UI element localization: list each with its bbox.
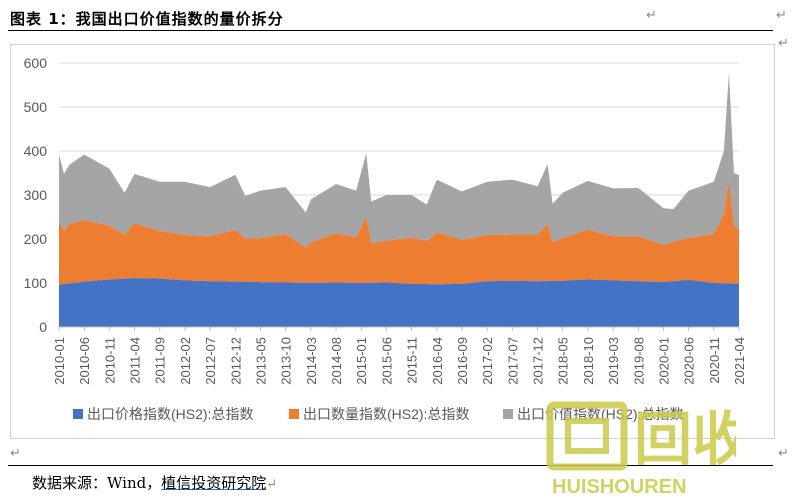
- x-tick-label: 2012-07: [203, 337, 218, 385]
- paragraph-mark-icon: ↵: [10, 446, 21, 461]
- x-tick-label: 2015-11: [405, 337, 420, 384]
- x-tick-label: 2018-10: [581, 337, 596, 385]
- x-tick-label: 2017-07: [505, 337, 520, 385]
- x-tick-label: 2016-04: [430, 337, 445, 385]
- x-tick-label: 2012-02: [178, 337, 193, 385]
- paragraph-mark-icon: ↵: [266, 477, 278, 492]
- paragraph-mark-icon: ↵: [778, 36, 789, 51]
- bottom-rule: [8, 465, 773, 466]
- x-tick-label: 2017-12: [531, 337, 546, 385]
- y-tick-label: 0: [39, 319, 47, 335]
- x-tick-label: 2010-01: [52, 337, 67, 385]
- paragraph-mark-icon: ↵: [646, 8, 657, 23]
- legend-item: 出口价格指数(HS2):总指数: [73, 406, 253, 422]
- x-tick-label: 2012-12: [228, 337, 243, 385]
- x-tick-label: 2013-05: [253, 337, 268, 385]
- title-rule: [8, 30, 773, 31]
- y-tick-label: 100: [24, 275, 48, 291]
- watermark-logo-text: 回收人: [634, 407, 736, 472]
- legend-label: 出口价格指数(HS2):总指数: [87, 406, 253, 422]
- legend-label: 出口数量指数(HS2):总指数: [303, 406, 469, 422]
- logo-inner-icon: [565, 418, 609, 454]
- paragraph-mark-icon: ↵: [776, 8, 787, 23]
- axis-layer: 0 100 200 300 400 500 600 2010-01 2010-06 2010-11…: [24, 55, 747, 385]
- area-layer: [59, 72, 739, 327]
- x-tick-label: 2014-03: [304, 337, 319, 385]
- export-index-chart: 0 100 200 300 400 500 600 2010-01 2010-06 2010-11…: [24, 55, 747, 422]
- x-tick-label: 2010-11: [102, 337, 117, 384]
- source-label: 数据来源：Wind，: [32, 474, 162, 492]
- x-tick-label: 2020-06: [682, 337, 697, 385]
- paragraph-mark-icon: ↵: [778, 446, 789, 461]
- x-tick-label: 2011-04: [128, 337, 143, 384]
- watermark-brand-text: HUISHOUREN: [552, 476, 686, 498]
- x-tick-label: 2017-02: [480, 337, 495, 385]
- x-tick-label: 2010-06: [77, 337, 92, 385]
- x-tick-label: 2021-04: [732, 337, 747, 385]
- watermark-logo: 回收人 HUISHOUREN: [546, 401, 736, 498]
- logo-ring-icon: [546, 401, 628, 471]
- chart-frame: 0 100 200 300 400 500 600 2010-01 2010-06 2010-11…: [10, 44, 775, 439]
- x-tick-label: 2019-03: [606, 337, 621, 385]
- figure-title: 图表 1：我国出口价值指数的量价拆分: [10, 10, 284, 28]
- legend-swatch: [73, 409, 83, 419]
- legend-label: 出口价值指数(HS2):总指数: [517, 406, 683, 422]
- y-tick-label: 400: [24, 143, 48, 159]
- y-tick-label: 500: [24, 99, 48, 115]
- y-tick-label: 300: [24, 187, 48, 203]
- x-tick-label: 2011-09: [153, 337, 168, 384]
- legend-swatch: [503, 409, 513, 419]
- series-area-quantity: [59, 179, 739, 285]
- legend-layer: 出口价格指数(HS2):总指数 出口数量指数(HS2):总指数 出口价值指数(HS2…: [73, 406, 683, 422]
- source-line: 数据来源：Wind，植信投资研究院↵: [32, 472, 277, 493]
- x-tick-label: 2016-09: [455, 337, 470, 385]
- y-tick-label: 200: [24, 231, 48, 247]
- x-tick-label: 2014-08: [329, 337, 344, 385]
- x-tick-label: 2018-05: [556, 337, 571, 385]
- legend-swatch: [289, 409, 299, 419]
- series-area-value: [59, 72, 739, 248]
- x-tick-label: 2019-08: [631, 337, 646, 385]
- y-tick-label: 600: [24, 55, 48, 71]
- title-row: 图表 1：我国出口价值指数的量价拆分 ↵ ↵: [6, 4, 796, 30]
- x-tick-label: 2020-01: [656, 337, 671, 385]
- x-tick-label: 2020-11: [707, 337, 722, 384]
- x-tick-label: 2015-01: [354, 337, 369, 385]
- legend-item: 出口数量指数(HS2):总指数: [289, 406, 469, 422]
- source-institution: 植信投资研究院: [161, 474, 267, 492]
- x-tick-label: 2015-06: [379, 337, 394, 385]
- series-area-price: [59, 278, 739, 327]
- x-tick-label: 2013-10: [279, 337, 294, 385]
- legend-item: 出口价值指数(HS2):总指数: [503, 406, 683, 422]
